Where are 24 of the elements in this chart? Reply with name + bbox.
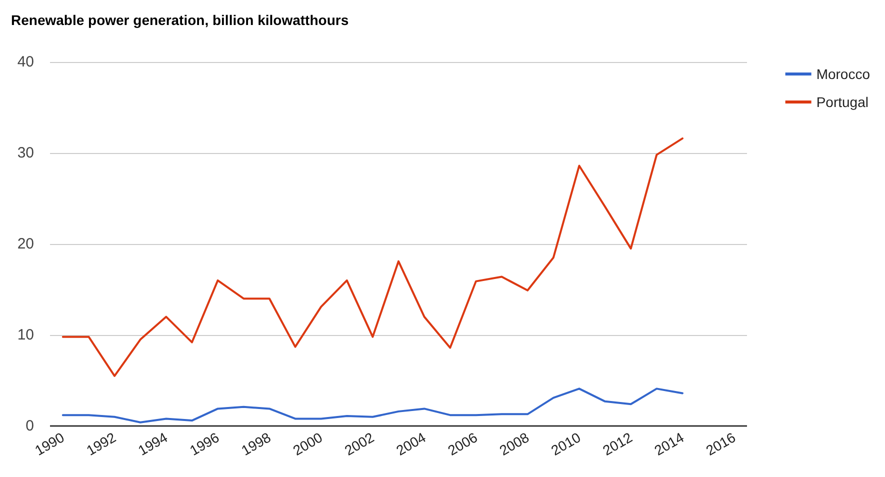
chart-title: Renewable power generation, billion kilowatthours bbox=[11, 12, 349, 28]
x-tick-label: 2010 bbox=[548, 428, 584, 458]
y-tick-label: 20 bbox=[17, 236, 34, 252]
x-tick-label: 2000 bbox=[290, 428, 326, 458]
y-tick-label: 0 bbox=[26, 418, 34, 434]
x-tick-label: 1992 bbox=[84, 428, 119, 458]
x-tick-label: 2016 bbox=[703, 428, 738, 458]
x-tick-label: 2006 bbox=[444, 428, 480, 458]
x-tick-label: 1996 bbox=[186, 428, 222, 458]
x-tick-label: 1998 bbox=[238, 428, 274, 458]
legend-label: Morocco bbox=[816, 66, 870, 82]
y-tick-label: 40 bbox=[17, 54, 34, 70]
x-tick-label: 2004 bbox=[393, 428, 428, 458]
x-tick-label: 1994 bbox=[135, 428, 170, 458]
x-tick-label: 2008 bbox=[496, 428, 532, 458]
x-tick-label: 1990 bbox=[32, 428, 68, 458]
y-tick-label: 10 bbox=[17, 326, 34, 344]
x-tick-label: 2012 bbox=[600, 428, 636, 458]
x-tick-label: 2014 bbox=[652, 428, 687, 458]
line-series bbox=[62, 388, 684, 424]
legend-label: Portugal bbox=[816, 94, 868, 110]
y-tick-label: 30 bbox=[17, 144, 34, 162]
x-tick-label: 2002 bbox=[342, 428, 377, 458]
line-series bbox=[62, 137, 684, 377]
